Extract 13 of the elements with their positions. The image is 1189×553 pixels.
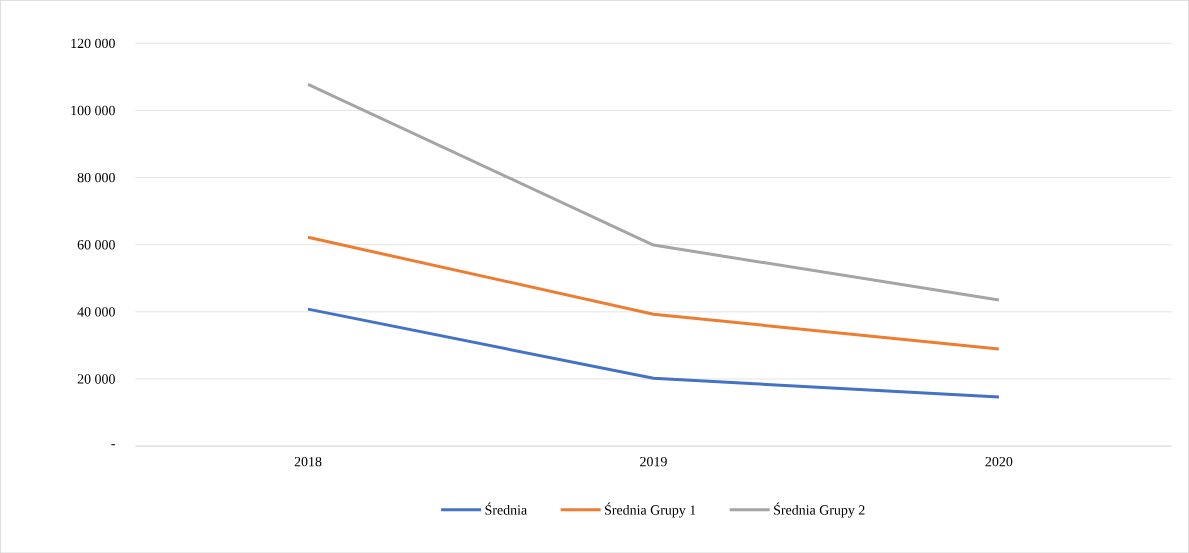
y-tick-label: 40 000 <box>77 306 115 317</box>
y-tick-label: 120 000 <box>71 38 115 48</box>
x-tick-label: 2020 <box>985 456 1013 467</box>
y-tick-label: 100 000 <box>71 105 115 115</box>
y-tick-label: 20 000 <box>77 374 115 384</box>
legend-label: Średnia <box>485 502 527 515</box>
x-tick-label: 2019 <box>640 456 667 467</box>
y-tick-label: 60 000 <box>77 239 115 250</box>
legend-label: Średnia Grupy 2 <box>774 502 865 518</box>
legend-label: Średnia Grupy 1 <box>605 502 696 518</box>
y-tick-label: 80 000 <box>77 172 115 183</box>
x-tick-label: 2018 <box>294 456 322 467</box>
y-tick-label: - <box>111 443 115 446</box>
